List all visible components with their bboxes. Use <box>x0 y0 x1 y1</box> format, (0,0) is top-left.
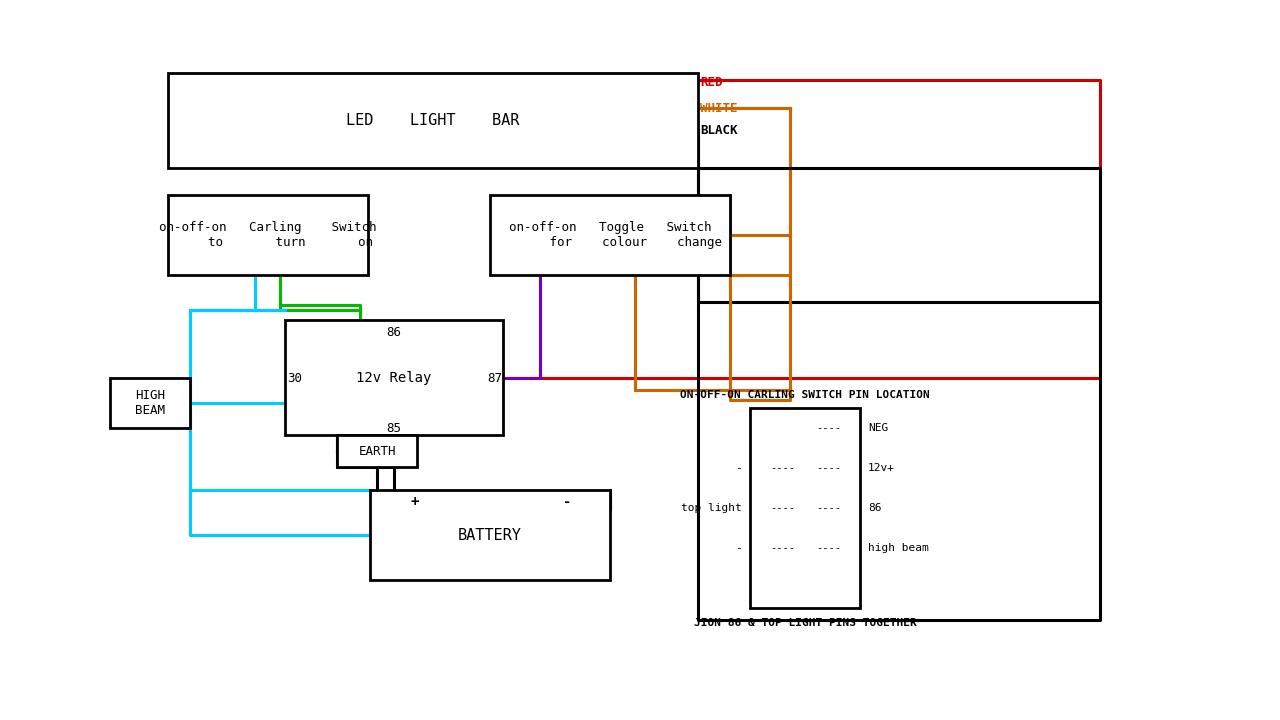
Text: 86: 86 <box>868 503 882 513</box>
Text: on-off-on   Carling    Switch
      to       turn       on: on-off-on Carling Switch to turn on <box>159 221 376 249</box>
Text: top light: top light <box>681 503 742 513</box>
Text: ----: ---- <box>771 543 795 553</box>
Text: 12v+: 12v+ <box>868 463 895 473</box>
Text: EARTH: EARTH <box>358 444 396 457</box>
Text: RED: RED <box>700 76 722 89</box>
Text: 85: 85 <box>387 421 402 434</box>
Text: JION 86 & TOP LIGHT PINS TOGETHER: JION 86 & TOP LIGHT PINS TOGETHER <box>694 618 916 628</box>
Bar <box>370 490 611 580</box>
Text: -: - <box>735 463 742 473</box>
Bar <box>337 435 417 467</box>
Text: 87: 87 <box>488 372 503 384</box>
Bar <box>750 408 860 608</box>
Text: -: - <box>735 543 742 553</box>
Bar <box>490 195 730 275</box>
Text: ----: ---- <box>771 463 795 473</box>
Text: HIGH
BEAM: HIGH BEAM <box>134 389 165 417</box>
Text: +: + <box>411 495 419 509</box>
Text: BATTERY: BATTERY <box>458 528 522 542</box>
Text: high beam: high beam <box>868 543 929 553</box>
Text: ----: ---- <box>771 503 795 513</box>
Text: -: - <box>563 495 571 509</box>
Text: LED    LIGHT    BAR: LED LIGHT BAR <box>347 113 520 128</box>
Text: ----: ---- <box>817 543 842 553</box>
Text: 30: 30 <box>288 372 302 384</box>
Text: ----: ---- <box>817 463 842 473</box>
Text: NEG: NEG <box>868 423 888 433</box>
Bar <box>110 378 189 428</box>
Text: ON-OFF-ON CARLING SWITCH PIN LOCATION: ON-OFF-ON CARLING SWITCH PIN LOCATION <box>680 390 929 400</box>
Bar <box>168 73 698 168</box>
Text: BLACK: BLACK <box>700 124 737 137</box>
Text: 12v Relay: 12v Relay <box>356 371 431 384</box>
Bar <box>285 320 503 435</box>
Text: ----: ---- <box>817 503 842 513</box>
Text: 86: 86 <box>387 325 402 338</box>
Text: WHITE: WHITE <box>700 102 737 114</box>
Text: on-off-on   Toggle   Switch
       for    colour    change: on-off-on Toggle Switch for colour chang… <box>498 221 722 249</box>
Bar <box>168 195 369 275</box>
Text: ----: ---- <box>817 423 842 433</box>
